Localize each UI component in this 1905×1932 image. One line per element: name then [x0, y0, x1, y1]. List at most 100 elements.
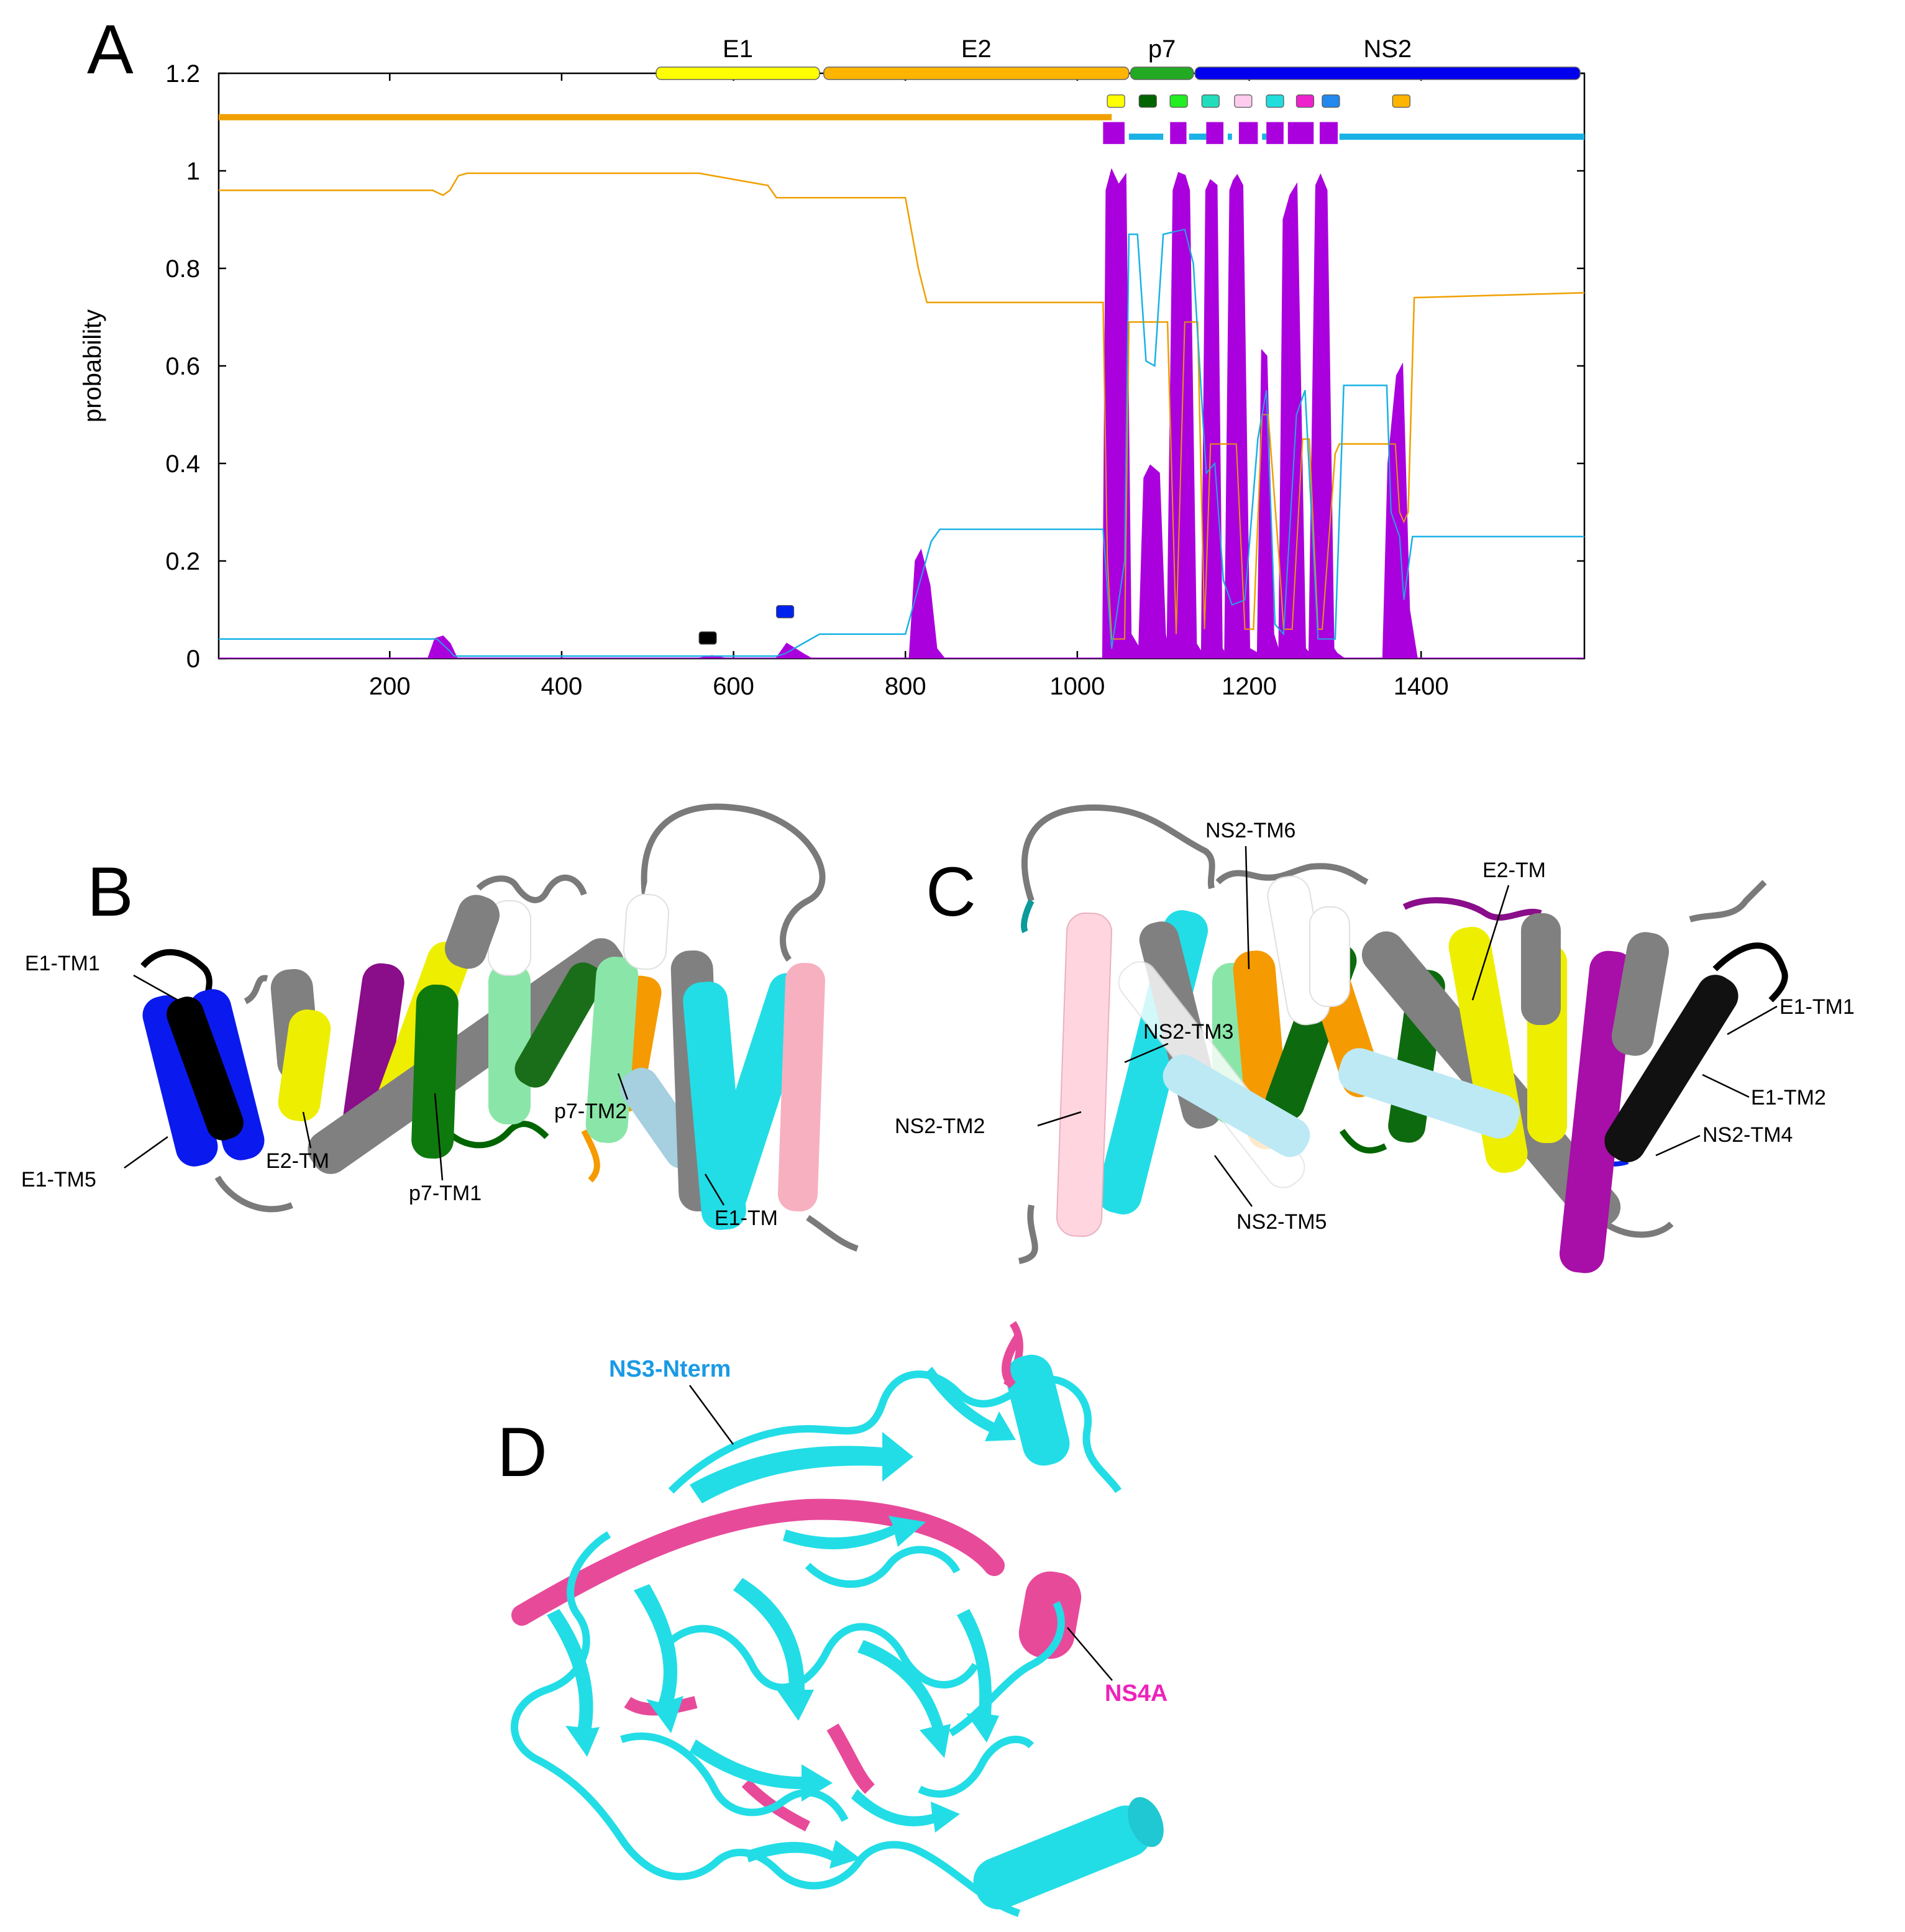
x-tick-label: 1000 [1049, 673, 1105, 700]
leader-line [302, 1111, 312, 1149]
topology-segment [1339, 134, 1584, 140]
tm-block [1266, 122, 1284, 144]
structure-c: NS2-TM6 E2-TM NS2-TM3 E1-TM1 E1-TM2 NS2-… [895, 804, 1855, 1274]
leader-line [1245, 845, 1250, 970]
leader-line [1213, 1155, 1253, 1207]
ns3-loop [805, 1546, 961, 1588]
leader-line [133, 974, 181, 1003]
helix [411, 984, 459, 1159]
domain-bar [823, 66, 1130, 80]
y-tick-label: 0.4 [165, 450, 200, 478]
structure-b: E1-TM1 E1-TM5 E2-TM p7-TM1 p7-TM2 E1-TM [21, 803, 859, 1252]
helix [514, 962, 604, 1088]
label-e1-tm1: E1-TM1 [25, 952, 100, 975]
y-axis-label: probability [79, 309, 106, 422]
panel-label-a: A [87, 11, 134, 88]
helix [623, 893, 670, 970]
label-ns2-tm5: NS2-TM5 [1236, 1210, 1327, 1234]
domain-label: NS2 [1363, 35, 1412, 63]
series-area [219, 168, 1584, 658]
label-e1-tm1: E1-TM1 [1779, 995, 1855, 1019]
leader-line [1124, 1042, 1169, 1064]
ns3-strand [547, 1609, 600, 1757]
tm-blocks [1103, 122, 1338, 144]
label-p7-tm1: p7-TM1 [409, 1182, 482, 1205]
domain-label: E1 [723, 35, 753, 63]
helix [278, 1009, 331, 1121]
leader-line [1727, 1005, 1778, 1036]
helix [1163, 1054, 1310, 1157]
ns3-loop [511, 1531, 1020, 1917]
ns4a-tail [1002, 1333, 1023, 1388]
label-e2-tm: E2-TM [266, 1149, 329, 1173]
topology-tracks [219, 114, 1584, 140]
helix [142, 995, 218, 1167]
ns4a-strand [826, 1723, 875, 1794]
helix-marker [1234, 94, 1253, 108]
domain-bar [1194, 66, 1581, 80]
leader-line [704, 1173, 725, 1206]
loop [1402, 897, 1542, 921]
x-tick-label: 200 [369, 673, 411, 700]
loop [214, 1175, 293, 1213]
loop [641, 803, 826, 962]
helix-marker [1138, 94, 1157, 108]
loop [476, 874, 587, 903]
domain-bar [1130, 66, 1194, 80]
topology-segment [219, 114, 1112, 121]
topology-segment [1227, 134, 1232, 140]
helix-marker [775, 605, 795, 619]
helix [167, 996, 244, 1141]
series-line-overlay [219, 229, 1584, 657]
y-tick-label: 0.2 [165, 548, 200, 575]
y-tick-label: 0.6 [165, 353, 200, 380]
label-e1-tm: E1-TM [715, 1206, 778, 1230]
topology-segment [1128, 134, 1164, 140]
loop [1021, 899, 1035, 934]
loop [244, 975, 268, 1005]
x-tick-labels: 200 400 600 800 1000 1200 1400 [369, 673, 1449, 700]
series-line [219, 172, 1584, 640]
topology-segment [1189, 134, 1207, 140]
loop [806, 1214, 859, 1252]
x-tick-label: 1200 [1222, 673, 1277, 700]
series-line [219, 228, 1584, 657]
structure-d: NS3-Nterm NS4A [511, 1321, 1167, 1917]
x-tick-label: 1400 [1394, 673, 1449, 700]
ns3-strand [925, 1367, 1016, 1441]
x-tick-label: 400 [541, 673, 583, 700]
loop [1018, 1205, 1038, 1264]
ns3-strand [690, 1739, 833, 1802]
x-tick-label: 800 [885, 673, 926, 700]
ns3-strand [733, 1578, 814, 1721]
helix [1521, 913, 1561, 1025]
helix-marker [1392, 94, 1410, 108]
loop [439, 1121, 549, 1149]
domain-bar [656, 66, 820, 80]
helix [1309, 906, 1350, 1007]
panel-label-b: B [87, 853, 134, 931]
plot-frame [217, 72, 1586, 660]
panel-b: B [21, 803, 859, 1252]
helix [1056, 912, 1113, 1237]
tm-block [1206, 122, 1224, 144]
helix-marker [1169, 94, 1188, 108]
ns3-strand [957, 1609, 999, 1743]
tm-block [1238, 122, 1258, 144]
y-tick-label: 1.2 [165, 60, 200, 88]
domain-bars: E1 E2 p7 NS2 [656, 35, 1581, 80]
tm-block [1103, 122, 1125, 144]
ns3-loop [948, 1601, 1065, 1737]
leader-line [1655, 1134, 1701, 1157]
y-tick-label: 0 [186, 645, 200, 673]
tm-block [1319, 122, 1338, 144]
ns3-strand [746, 1840, 861, 1869]
label-ns2-tm6: NS2-TM6 [1205, 819, 1295, 842]
helix-marker [1107, 94, 1125, 108]
ns3-strand [851, 1789, 960, 1833]
helix [1604, 975, 1738, 1162]
ns3-strand [857, 1640, 951, 1758]
tick-marks [219, 72, 1584, 660]
loop [1339, 1129, 1387, 1154]
loop [581, 1129, 600, 1183]
